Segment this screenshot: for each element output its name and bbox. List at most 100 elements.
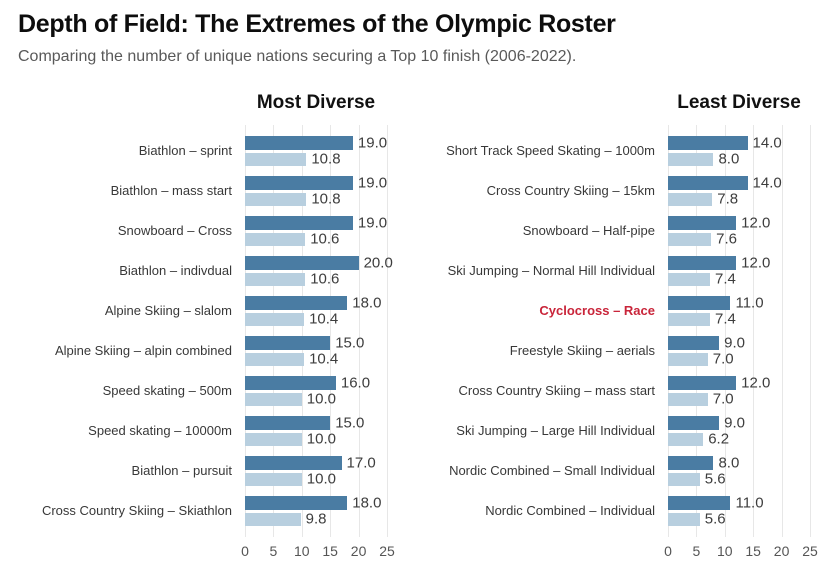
x-tick-label: 25 xyxy=(802,542,818,559)
value-label: 7.4 xyxy=(715,310,736,328)
bar-group: 18.0 9.8 xyxy=(245,491,387,531)
page-title: Depth of Field: The Extremes of the Olym… xyxy=(18,10,616,38)
bar-row: Biathlon – pursuit 17.0 10.0 xyxy=(18,451,387,491)
primary-bar: 17.0 xyxy=(245,454,376,471)
value-label: 7.8 xyxy=(717,190,739,208)
x-axis-ticks: 0 5 10 15 20 25 xyxy=(664,537,818,565)
value-label: 12.0 xyxy=(741,254,771,272)
x-axis: 0 5 10 15 20 25 xyxy=(420,537,818,565)
secondary-bar: 7.4 xyxy=(668,271,736,288)
value-label: 17.0 xyxy=(346,454,376,472)
panel-title: Least Diverse xyxy=(677,91,801,113)
value-label: 7.6 xyxy=(716,230,738,248)
bar-group: 14.0 7.8 xyxy=(668,171,810,211)
value-label: 11.0 xyxy=(735,294,764,312)
primary-bar: 9.0 xyxy=(668,414,745,431)
x-tick-label: 0 xyxy=(241,542,249,559)
secondary-bar: 7.4 xyxy=(668,311,736,328)
bar-group: 12.0 7.0 xyxy=(668,371,810,411)
value-label: 10.8 xyxy=(311,150,341,168)
secondary-bar: 10.4 xyxy=(245,351,338,368)
value-label: 10.0 xyxy=(306,430,336,448)
category-label: Biathlon – mass start xyxy=(110,183,232,199)
bar-row: Biathlon – mass start 19.0 10.8 xyxy=(18,171,388,211)
gridline xyxy=(387,124,388,537)
bar-row: Biathlon – indivdual 20.0 10.6 xyxy=(18,251,393,291)
value-label: 18.0 xyxy=(352,294,382,312)
value-label: 14.0 xyxy=(752,134,782,152)
bar-group: 19.0 10.6 xyxy=(245,211,387,251)
panel-title-area: Least Diverse xyxy=(668,92,810,125)
category-label: Alpine Skiing – slalom xyxy=(104,303,232,319)
label-column-spacer xyxy=(18,92,245,125)
category-label: Cross Country Skiing – Skiathlon xyxy=(41,503,232,519)
bar-row: Speed skating – 10000m 15.0 10.0 xyxy=(18,411,387,451)
primary-bar: 11.0 xyxy=(668,294,764,311)
category-label: Cyclocross – Race xyxy=(539,303,655,319)
panel-title-area: Most Diverse xyxy=(245,92,387,125)
secondary-bar: 10.8 xyxy=(245,151,341,168)
category-label: Speed skating – 500m xyxy=(102,383,232,399)
plot-area: Short Track Speed Skating – 1000m 14.0 8.0… xyxy=(420,124,818,565)
bar-row: Nordic Combined – Small Individual 8.0 5.6 xyxy=(420,451,810,491)
value-label: 10.6 xyxy=(310,270,340,288)
secondary-bar: 10.0 xyxy=(245,391,336,408)
primary-bar: 12.0 xyxy=(668,374,770,391)
plot-grid xyxy=(245,124,388,537)
gridline xyxy=(273,124,275,537)
panel-title-row: Most Diverse xyxy=(18,92,387,125)
bar-row: Cyclocross – Race 11.0 7.4 xyxy=(420,291,810,331)
gridline xyxy=(668,124,669,537)
secondary-bar: 10.4 xyxy=(245,311,338,328)
bar-row: Snowboard – Cross 19.0 10.6 xyxy=(18,211,387,251)
label-column-spacer xyxy=(420,537,668,565)
category-label: Cross Country Skiing – mass start xyxy=(458,383,655,399)
category-label: Snowboard – Cross xyxy=(117,223,232,239)
secondary-bar: 10.8 xyxy=(245,191,341,208)
bar-group: 9.0 6.2 xyxy=(668,411,810,451)
plot-grid xyxy=(668,124,811,537)
value-label: 10.4 xyxy=(309,310,339,328)
value-label: 11.0 xyxy=(735,494,764,512)
x-tick-label: 10 xyxy=(717,542,733,559)
x-tick-label: 0 xyxy=(664,542,672,559)
plot-area: Biathlon – sprint 19.0 10.8 Biathlon – mass… xyxy=(18,124,395,565)
category-label: Nordic Combined – Small Individual xyxy=(449,463,655,479)
primary-bar: 16.0 xyxy=(245,374,370,391)
value-label: 6.2 xyxy=(708,430,730,448)
bar-row: Alpine Skiing – slalom 18.0 10.4 xyxy=(18,291,387,331)
primary-bar: 20.0 xyxy=(245,254,393,271)
panel-least-diverse: Least Diverse Short Track Speed Skating … xyxy=(420,92,818,565)
primary-bar: 11.0 xyxy=(668,494,764,511)
category-label: Biathlon – sprint xyxy=(138,143,232,159)
primary-bar: 19.0 xyxy=(245,214,387,231)
bar-row: Alpine Skiing – alpin combined 15.0 10.4 xyxy=(18,331,387,371)
secondary-bar: 5.6 xyxy=(668,511,726,528)
chart-header: Depth of Field: The Extremes of the Olym… xyxy=(0,0,838,66)
value-label: 10.0 xyxy=(306,470,336,488)
primary-bar: 14.0 xyxy=(668,134,782,151)
panel-title: Most Diverse xyxy=(256,91,376,113)
x-axis-ticks: 0 5 10 15 20 25 xyxy=(241,537,395,565)
primary-bar: 18.0 xyxy=(245,494,381,511)
category-label: Freestyle Skiing – aerials xyxy=(509,343,655,359)
value-label: 8.0 xyxy=(718,150,740,168)
value-label: 5.6 xyxy=(704,510,726,528)
value-label: 19.0 xyxy=(357,134,388,152)
primary-bar: 14.0 xyxy=(668,174,782,191)
bar-row: Speed skating – 500m 16.0 10.0 xyxy=(18,371,387,411)
primary-bar: 8.0 xyxy=(668,454,739,471)
value-label: 15.0 xyxy=(335,414,365,432)
page-subtitle: Comparing the number of unique nations s… xyxy=(18,47,577,65)
gridline xyxy=(696,124,698,537)
category-label: Alpine Skiing – alpin combined xyxy=(54,343,232,359)
bar-row: Cross Country Skiing – mass start 12.0 7.0 xyxy=(420,371,810,411)
category-label: Snowboard – Half-pipe xyxy=(522,223,655,239)
value-label: 5.6 xyxy=(704,470,726,488)
gridline xyxy=(330,124,332,537)
panel-title-row: Least Diverse xyxy=(420,92,810,125)
gridline xyxy=(358,124,360,537)
secondary-bar: 6.2 xyxy=(668,431,729,448)
primary-bar: 9.0 xyxy=(668,334,745,351)
x-tick-label: 10 xyxy=(294,542,310,559)
